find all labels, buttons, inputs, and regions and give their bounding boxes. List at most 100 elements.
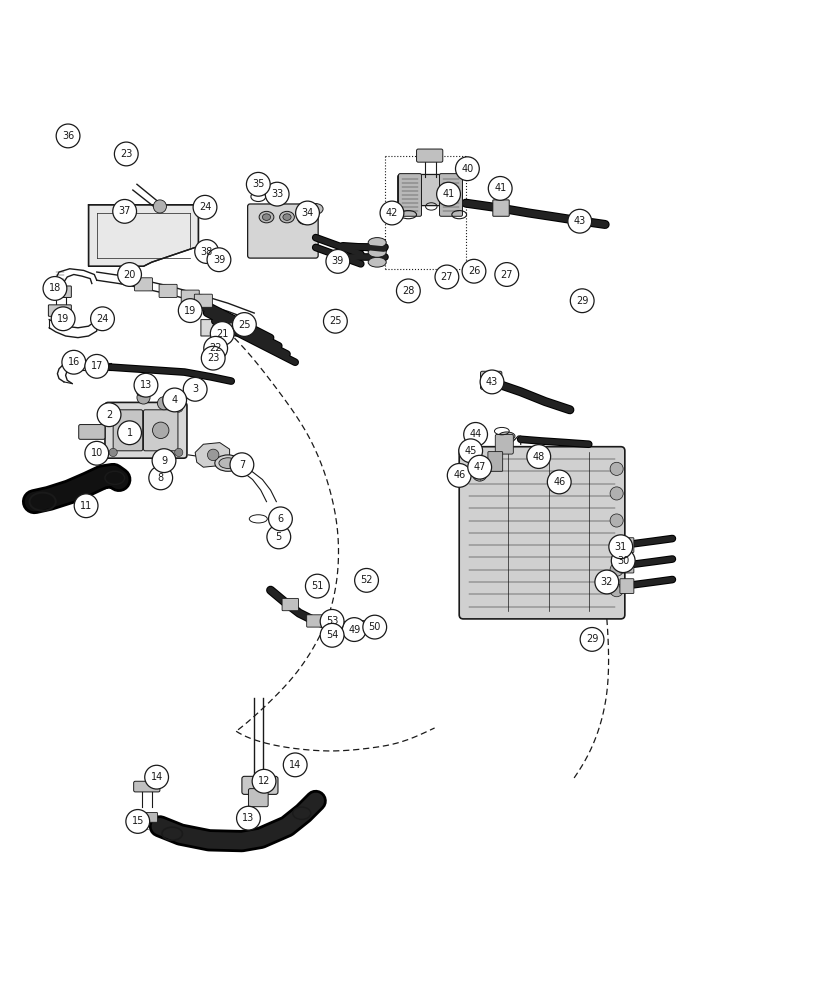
Circle shape xyxy=(595,570,618,594)
Text: 26: 26 xyxy=(467,266,480,276)
Text: 4: 4 xyxy=(171,395,178,405)
Circle shape xyxy=(459,439,482,463)
Text: 52: 52 xyxy=(360,575,373,585)
Ellipse shape xyxy=(301,215,309,222)
Circle shape xyxy=(567,209,591,233)
Circle shape xyxy=(547,470,571,494)
Circle shape xyxy=(323,309,347,333)
Text: 28: 28 xyxy=(401,286,414,296)
FancyBboxPatch shape xyxy=(351,621,368,633)
Text: 53: 53 xyxy=(325,616,338,626)
FancyBboxPatch shape xyxy=(181,290,199,303)
Text: 41: 41 xyxy=(494,183,505,193)
Text: 22: 22 xyxy=(209,343,222,353)
Circle shape xyxy=(152,449,176,473)
Circle shape xyxy=(464,423,486,446)
Circle shape xyxy=(195,240,218,263)
Circle shape xyxy=(550,472,564,487)
Circle shape xyxy=(228,323,234,329)
Circle shape xyxy=(174,404,183,412)
Text: 18: 18 xyxy=(49,283,61,293)
Circle shape xyxy=(237,806,260,830)
Circle shape xyxy=(207,449,219,461)
Circle shape xyxy=(97,403,121,427)
FancyBboxPatch shape xyxy=(397,174,461,206)
Ellipse shape xyxy=(259,211,274,223)
Text: 8: 8 xyxy=(157,473,164,483)
Circle shape xyxy=(162,388,186,412)
Text: 49: 49 xyxy=(348,625,360,635)
Circle shape xyxy=(85,441,108,465)
Circle shape xyxy=(435,265,459,289)
Text: 2: 2 xyxy=(106,410,112,420)
Circle shape xyxy=(488,177,511,200)
FancyBboxPatch shape xyxy=(619,538,633,552)
Circle shape xyxy=(134,373,157,397)
Text: 10: 10 xyxy=(91,448,102,458)
Circle shape xyxy=(246,172,269,196)
Circle shape xyxy=(118,421,141,445)
Text: 6: 6 xyxy=(277,514,283,524)
Circle shape xyxy=(152,422,169,439)
Ellipse shape xyxy=(368,247,386,257)
Text: 30: 30 xyxy=(617,556,628,566)
Text: 17: 17 xyxy=(90,361,103,371)
Ellipse shape xyxy=(279,211,294,223)
Text: 27: 27 xyxy=(440,272,453,282)
FancyBboxPatch shape xyxy=(88,361,107,372)
Circle shape xyxy=(269,507,292,531)
Circle shape xyxy=(265,182,288,206)
Circle shape xyxy=(325,249,349,273)
Text: 39: 39 xyxy=(213,255,224,265)
Text: 46: 46 xyxy=(453,470,464,480)
Text: 13: 13 xyxy=(140,380,152,390)
Text: 48: 48 xyxy=(532,452,544,462)
FancyBboxPatch shape xyxy=(48,286,71,297)
Text: 7: 7 xyxy=(238,460,245,470)
Circle shape xyxy=(233,313,256,336)
Text: 51: 51 xyxy=(310,581,324,591)
Circle shape xyxy=(229,453,254,477)
Text: 43: 43 xyxy=(573,216,585,226)
FancyBboxPatch shape xyxy=(133,781,160,792)
Circle shape xyxy=(183,377,206,401)
Circle shape xyxy=(109,404,117,412)
Circle shape xyxy=(355,568,378,592)
Text: 39: 39 xyxy=(332,256,343,266)
Circle shape xyxy=(609,462,622,475)
Text: 20: 20 xyxy=(123,269,136,279)
Circle shape xyxy=(267,525,290,549)
FancyBboxPatch shape xyxy=(619,558,633,573)
Text: 12: 12 xyxy=(257,776,270,786)
Text: 29: 29 xyxy=(585,634,598,644)
Circle shape xyxy=(342,618,365,641)
Text: 23: 23 xyxy=(120,149,133,159)
Circle shape xyxy=(210,322,234,345)
Circle shape xyxy=(174,448,183,457)
Circle shape xyxy=(90,307,115,331)
Circle shape xyxy=(206,248,231,272)
Circle shape xyxy=(193,195,216,219)
Text: 40: 40 xyxy=(461,164,473,174)
Text: 27: 27 xyxy=(500,269,513,279)
Ellipse shape xyxy=(215,455,241,471)
Circle shape xyxy=(437,182,460,206)
Circle shape xyxy=(480,370,503,394)
Text: 13: 13 xyxy=(242,813,254,823)
Text: 9: 9 xyxy=(161,456,167,466)
Circle shape xyxy=(611,549,635,573)
Circle shape xyxy=(472,466,486,481)
Circle shape xyxy=(51,307,75,331)
Polygon shape xyxy=(195,443,229,467)
Text: 23: 23 xyxy=(206,353,219,363)
Text: 43: 43 xyxy=(486,377,497,387)
Circle shape xyxy=(115,142,138,166)
Circle shape xyxy=(609,487,622,500)
FancyBboxPatch shape xyxy=(159,284,177,297)
Circle shape xyxy=(137,391,150,404)
Circle shape xyxy=(283,753,306,777)
Circle shape xyxy=(363,615,387,639)
Circle shape xyxy=(462,259,485,283)
Circle shape xyxy=(109,448,117,457)
Text: 24: 24 xyxy=(96,314,109,324)
